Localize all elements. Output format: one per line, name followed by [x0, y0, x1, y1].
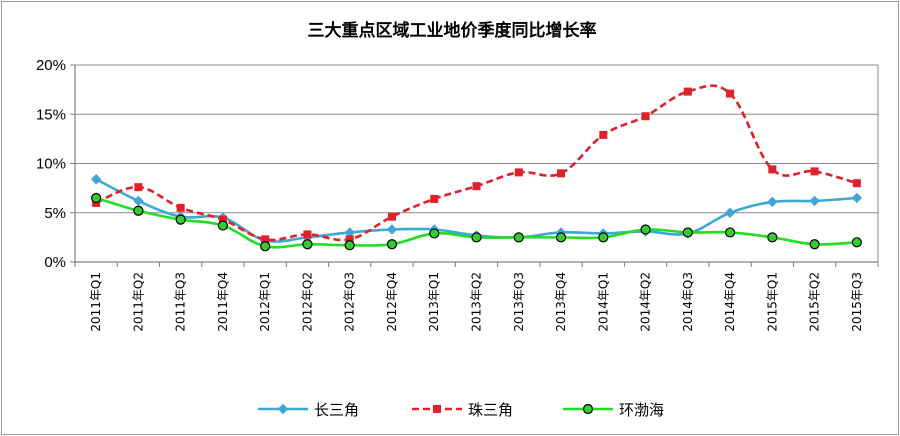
data-point — [260, 241, 271, 252]
data-point — [555, 232, 567, 243]
data-point — [809, 239, 820, 250]
y-tick-label: 20% — [36, 57, 66, 74]
data-point — [724, 227, 736, 238]
x-tick-label: 2012年Q3 — [343, 272, 357, 332]
data-point — [387, 212, 396, 221]
data-point — [345, 235, 354, 244]
data-point — [810, 167, 819, 176]
chart-title: 三大重点区域工业地价季度同比增长率 — [308, 20, 597, 41]
data-point — [472, 182, 481, 191]
data-point — [767, 196, 778, 208]
x-axis-ticks: 2011年Q1 2011年Q2 2011年Q3 2011年Q4 2012年Q1 2012年… — [74, 262, 879, 332]
data-point — [217, 220, 229, 231]
series-3 — [91, 192, 862, 252]
data-point — [641, 112, 650, 121]
data-point — [851, 192, 863, 204]
data-point — [851, 237, 862, 248]
legend-marker — [433, 405, 441, 413]
data-point — [302, 239, 313, 250]
x-tick-label: 2015年Q2 — [808, 272, 822, 332]
grid-lines — [75, 64, 879, 262]
x-tick-label: 2014年Q2 — [639, 272, 653, 332]
series-group — [90, 84, 863, 252]
y-axis-ticks: 0% 5% 10% 15% 20% — [36, 57, 75, 271]
x-tick-label: 2012年Q4 — [385, 272, 399, 332]
data-point — [133, 205, 144, 216]
data-point — [809, 195, 820, 207]
x-tick-label: 2015年Q1 — [765, 272, 779, 332]
data-point — [430, 194, 439, 203]
legend-label: 珠三角 — [468, 401, 513, 419]
legend: 长三角 珠三角 环渤海 — [258, 401, 664, 419]
legend-label: 环渤海 — [619, 401, 664, 419]
x-tick-label: 2014年Q1 — [596, 272, 610, 332]
data-point — [386, 239, 398, 250]
data-point — [134, 183, 143, 192]
x-tick-label: 2012年Q1 — [258, 272, 272, 332]
y-tick-label: 10% — [36, 156, 66, 173]
y-tick-label: 5% — [44, 205, 66, 222]
y-tick-label: 15% — [36, 106, 66, 123]
data-point — [513, 232, 524, 243]
data-point — [682, 227, 693, 238]
legend-label: 长三角 — [314, 401, 359, 419]
x-tick-label: 2011年Q3 — [174, 272, 188, 332]
x-tick-label: 2011年Q1 — [89, 272, 103, 332]
data-point — [261, 235, 270, 244]
series-line — [95, 84, 858, 242]
x-tick-label: 2012年Q2 — [300, 272, 314, 332]
data-point — [514, 168, 523, 177]
data-point — [303, 230, 312, 239]
data-point — [852, 179, 861, 188]
data-point — [91, 192, 102, 204]
data-point — [726, 89, 735, 98]
series-2 — [92, 84, 861, 244]
data-point — [598, 232, 609, 243]
x-tick-label: 2011年Q4 — [216, 272, 230, 332]
data-point — [344, 240, 355, 251]
legend-marker — [582, 403, 594, 415]
data-point — [640, 224, 651, 235]
data-point — [175, 214, 186, 225]
data-point — [599, 130, 608, 139]
x-tick-label: 2013年Q1 — [427, 272, 441, 332]
data-point — [767, 232, 778, 243]
data-point — [90, 174, 102, 185]
data-point — [768, 165, 777, 174]
legend-marker — [277, 403, 289, 415]
x-tick-label: 2013年Q4 — [554, 272, 568, 332]
data-point — [724, 207, 736, 218]
data-point — [557, 169, 566, 178]
x-tick-label: 2013年Q3 — [512, 272, 526, 332]
data-point — [429, 228, 440, 239]
y-tick-label: 0% — [44, 254, 66, 271]
data-point — [386, 224, 398, 235]
x-tick-label: 2013年Q2 — [470, 272, 484, 332]
x-tick-label: 2015年Q3 — [850, 272, 864, 332]
x-tick-label: 2011年Q2 — [131, 272, 145, 332]
x-tick-label: 2014年Q4 — [723, 272, 737, 332]
data-point — [133, 195, 144, 207]
data-point — [176, 203, 185, 212]
x-tick-label: 2014年Q3 — [681, 272, 695, 332]
data-point — [683, 87, 692, 96]
data-point — [218, 215, 227, 224]
data-point — [471, 232, 482, 243]
